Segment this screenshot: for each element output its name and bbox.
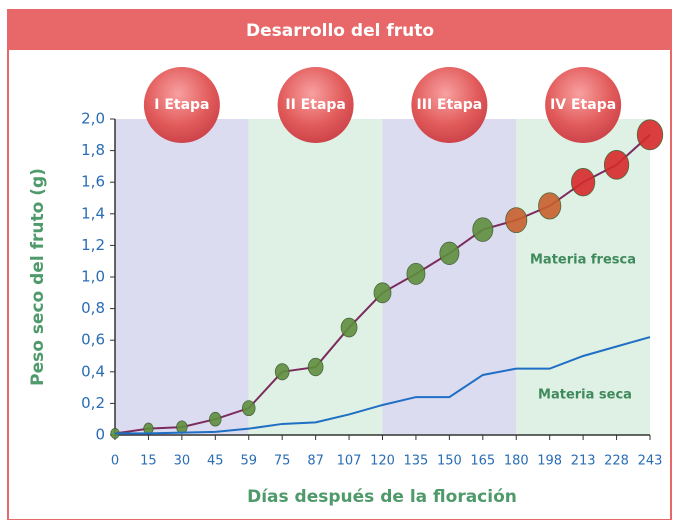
- y-axis-label: Peso seco del fruto (g): [28, 168, 48, 386]
- x-tick-label: 243: [638, 454, 663, 469]
- fruit-marker: [373, 282, 392, 304]
- x-tick-label: 180: [504, 454, 529, 469]
- x-tick-label: 45: [207, 454, 224, 469]
- x-tick-label: 75: [274, 454, 291, 469]
- x-tick-label: 59: [240, 454, 257, 469]
- x-tick-label: 213: [571, 454, 596, 469]
- stage-band: [248, 119, 383, 435]
- stage-badge: [545, 67, 622, 143]
- x-tick-label: 135: [404, 454, 429, 469]
- stage-band: [382, 119, 517, 435]
- header-bar: [8, 10, 671, 50]
- chart-title: Desarrollo del fruto: [246, 21, 434, 41]
- x-tick-label: 165: [470, 454, 495, 469]
- y-tick-label: 2,0: [81, 110, 105, 128]
- fruit-marker: [538, 192, 562, 220]
- stage-label: II Etapa: [285, 97, 345, 113]
- y-tick-label: 0,8: [81, 299, 105, 317]
- fruit-marker: [209, 411, 222, 427]
- stage-label: I Etapa: [154, 97, 209, 113]
- x-tick-label: 150: [437, 454, 462, 469]
- x-tick-label: 228: [604, 454, 629, 469]
- fruit-marker: [571, 168, 596, 197]
- x-axis-label: Días después de la floración: [247, 487, 517, 507]
- x-tick-label: 120: [370, 454, 395, 469]
- y-tick-label: 1,2: [81, 236, 105, 254]
- x-tick-label: 0: [111, 454, 119, 469]
- y-tick-label: 0,2: [81, 394, 105, 412]
- fruit-marker: [340, 317, 358, 338]
- fruit-marker: [176, 420, 188, 434]
- fruit-marker: [472, 217, 494, 242]
- stage-badge: [411, 67, 488, 143]
- fruit-marker: [603, 150, 630, 180]
- fruit-marker: [439, 241, 460, 265]
- stage-label: III Etapa: [417, 97, 483, 113]
- y-tick-label: 1,0: [81, 268, 105, 286]
- series-label: Materia fresca: [530, 253, 636, 268]
- fruit-marker: [307, 357, 324, 377]
- fruit-marker: [274, 363, 290, 381]
- y-tick-label: 1,8: [81, 141, 105, 159]
- x-tick-label: 30: [174, 454, 191, 469]
- y-tick-label: 0,6: [81, 331, 105, 349]
- stage-band: [115, 119, 249, 435]
- x-tick-label: 107: [337, 454, 362, 469]
- fruit-marker: [406, 262, 426, 285]
- fruit-marker: [636, 119, 664, 151]
- y-tick-label: 0: [95, 426, 105, 444]
- series-line: [115, 336, 651, 435]
- fruit-marker: [241, 400, 256, 417]
- x-tick-label: 87: [307, 454, 324, 469]
- y-tick-label: 1,6: [81, 173, 105, 191]
- stage-label: IV Etapa: [550, 97, 616, 113]
- series-label: Materia seca: [538, 388, 632, 403]
- x-tick-label: 15: [140, 454, 157, 469]
- fruit-marker: [505, 207, 528, 234]
- x-tick-label: 198: [537, 454, 562, 469]
- stage-badge: [143, 67, 220, 143]
- y-tick-label: 1,4: [81, 204, 105, 222]
- stage-badge: [277, 67, 354, 143]
- y-tick-label: 0,4: [81, 362, 105, 380]
